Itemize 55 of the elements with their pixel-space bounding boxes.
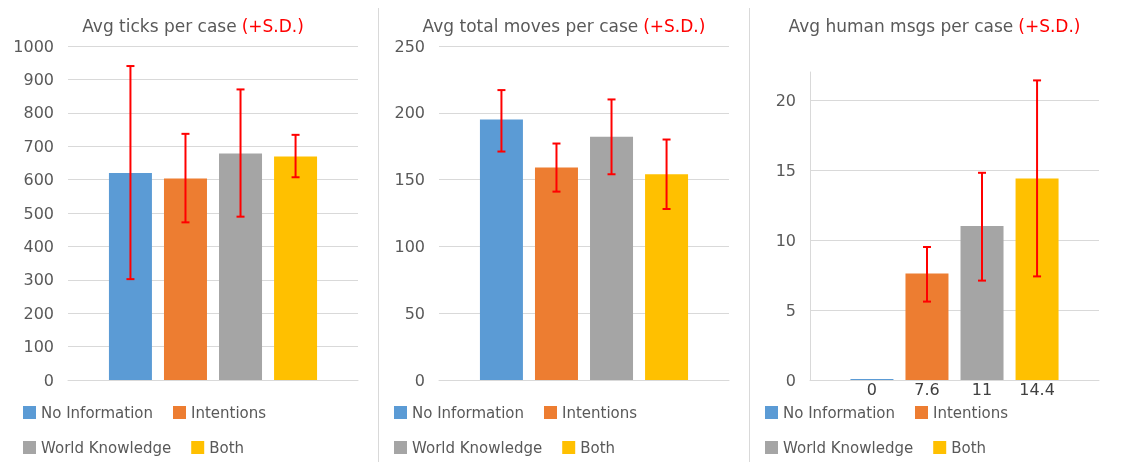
bar — [645, 174, 689, 380]
legend-label: World Knowledge — [412, 438, 543, 457]
legend-label: No Information — [41, 403, 153, 422]
y-tick-label: 150 — [394, 170, 425, 190]
y-tick-label: 600 — [23, 170, 54, 190]
legend-label: No Information — [783, 403, 895, 422]
legend-label: Both — [580, 438, 616, 457]
chart-subtitle: (+S.D.) — [1018, 16, 1081, 36]
y-tick-label: 5 — [785, 300, 796, 320]
bar — [163, 178, 207, 380]
bar — [960, 226, 1004, 380]
chart-title: Avg ticks per case — [82, 16, 237, 36]
y-tick-label: 0 — [785, 370, 796, 390]
chart-title: Avg human msgs per case — [788, 16, 1014, 36]
bar — [108, 172, 152, 380]
data-label: 11 — [971, 379, 993, 399]
data-label: 0 — [866, 379, 878, 399]
y-tick-label: 250 — [394, 36, 425, 56]
legend-label: No Information — [412, 403, 524, 422]
y-tick-label: 0 — [43, 370, 54, 390]
data-label: 7.6 — [914, 379, 940, 399]
chart-title: Avg total moves per case — [422, 16, 639, 36]
data-label: 14.4 — [1019, 379, 1055, 399]
chart-subtitle: (+S.D.) — [643, 16, 706, 36]
y-tick-label: 100 — [23, 337, 54, 357]
y-tick-label: 200 — [23, 303, 54, 323]
y-tick-label: 10 — [775, 230, 796, 250]
y-tick-label: 300 — [23, 270, 54, 290]
bar — [590, 136, 634, 380]
legend-label: Both — [209, 438, 245, 457]
legend-label: World Knowledge — [41, 438, 172, 457]
legend-label: Intentions — [932, 403, 1009, 422]
legend-label: Intentions — [561, 403, 638, 422]
legend-label: Intentions — [190, 403, 267, 422]
chart-subtitle: (+S.D.) — [241, 16, 304, 36]
y-tick-label: 500 — [23, 203, 54, 223]
y-tick-label: 1000 — [13, 36, 54, 56]
y-tick-label: 20 — [775, 90, 796, 110]
y-tick-label: 200 — [394, 103, 425, 123]
bar — [479, 119, 523, 380]
bar — [905, 273, 949, 380]
bar — [274, 156, 318, 380]
y-tick-label: 0 — [414, 370, 425, 390]
y-tick-label: 400 — [23, 236, 54, 256]
legend-label: World Knowledge — [783, 438, 914, 457]
y-tick-label: 900 — [23, 69, 54, 89]
y-tick-label: 50 — [404, 303, 425, 323]
y-tick-label: 700 — [23, 136, 54, 156]
legend-label: Both — [951, 438, 987, 457]
y-tick-label: 800 — [23, 103, 54, 123]
y-tick-label: 100 — [394, 236, 425, 256]
bar — [219, 153, 263, 380]
bar — [534, 167, 578, 380]
y-tick-label: 15 — [775, 160, 796, 180]
bar — [1015, 178, 1059, 380]
